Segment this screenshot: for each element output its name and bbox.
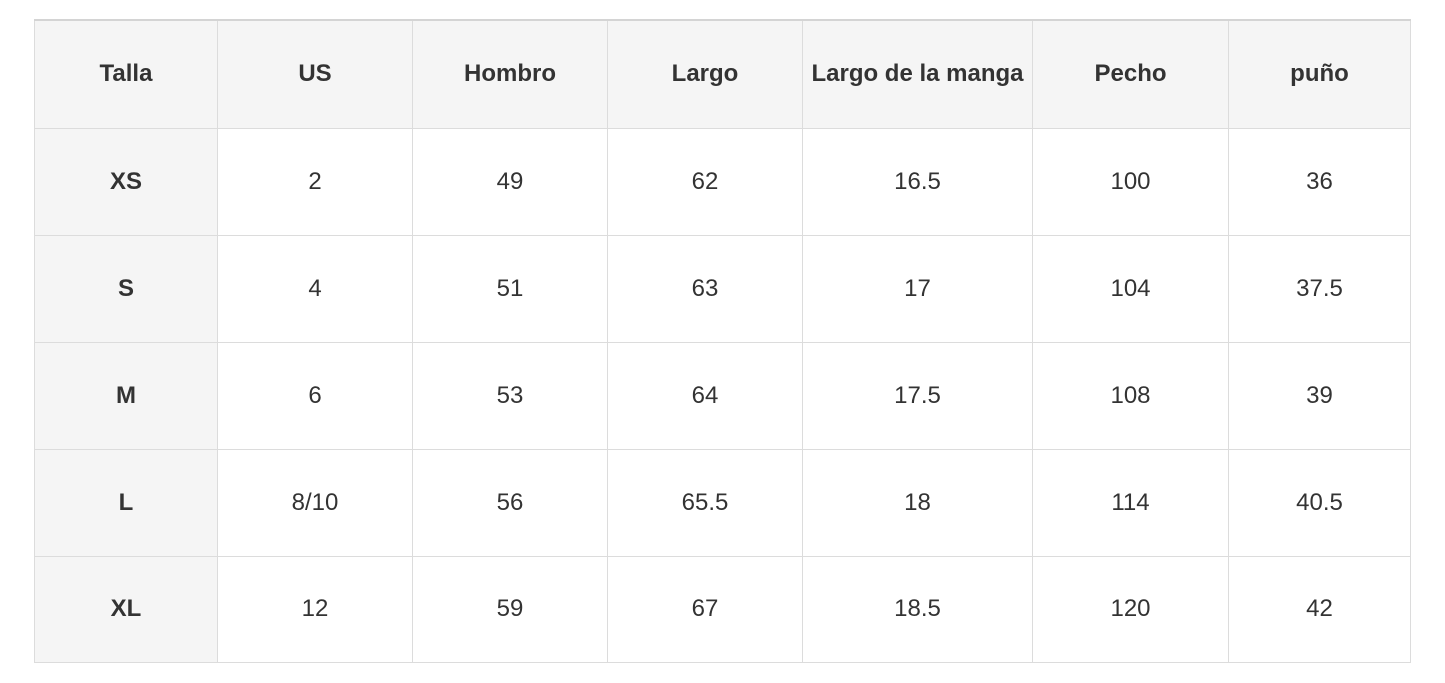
table-row-xs: XS 2 49 62 16.5 100 36 xyxy=(34,127,1411,236)
header-pecho: Pecho xyxy=(1032,19,1229,129)
header-talla: Talla xyxy=(34,19,218,129)
cell-xs-hombro: 49 xyxy=(412,127,608,236)
cell-xs-manga: 16.5 xyxy=(802,127,1033,236)
cell-l-us: 8/10 xyxy=(217,448,413,557)
cell-xl-manga: 18.5 xyxy=(802,555,1033,663)
row-label-xl: XL xyxy=(34,555,218,663)
header-hombro: Hombro xyxy=(412,19,608,129)
cell-l-pecho: 114 xyxy=(1032,448,1229,557)
cell-m-pecho: 108 xyxy=(1032,341,1229,450)
row-label-m: M xyxy=(34,341,218,450)
cell-s-manga: 17 xyxy=(802,234,1033,343)
header-us: US xyxy=(217,19,413,129)
cell-l-manga: 18 xyxy=(802,448,1033,557)
cell-m-us: 6 xyxy=(217,341,413,450)
cell-xl-pecho: 120 xyxy=(1032,555,1229,663)
cell-xs-puno: 36 xyxy=(1228,127,1411,236)
cell-s-us: 4 xyxy=(217,234,413,343)
cell-xs-pecho: 100 xyxy=(1032,127,1229,236)
cell-xs-largo: 62 xyxy=(607,127,803,236)
header-largo-manga: Largo de la manga xyxy=(802,19,1033,129)
table-row-xl: XL 12 59 67 18.5 120 42 xyxy=(34,555,1411,663)
table-row-l: L 8/10 56 65.5 18 114 40.5 xyxy=(34,448,1411,557)
row-label-l: L xyxy=(34,448,218,557)
cell-m-largo: 64 xyxy=(607,341,803,450)
header-row: Talla US Hombro Largo Largo de la manga … xyxy=(34,19,1411,129)
size-chart-container: Talla US Hombro Largo Largo de la manga … xyxy=(34,19,1411,663)
cell-l-largo: 65.5 xyxy=(607,448,803,557)
cell-l-hombro: 56 xyxy=(412,448,608,557)
cell-m-manga: 17.5 xyxy=(802,341,1033,450)
cell-xl-puno: 42 xyxy=(1228,555,1411,663)
cell-m-puno: 39 xyxy=(1228,341,1411,450)
table-row-m: M 6 53 64 17.5 108 39 xyxy=(34,341,1411,450)
cell-xl-hombro: 59 xyxy=(412,555,608,663)
header-puno: puño xyxy=(1228,19,1411,129)
cell-s-largo: 63 xyxy=(607,234,803,343)
row-label-s: S xyxy=(34,234,218,343)
cell-xl-largo: 67 xyxy=(607,555,803,663)
cell-l-puno: 40.5 xyxy=(1228,448,1411,557)
table-row-s: S 4 51 63 17 104 37.5 xyxy=(34,234,1411,343)
row-label-xs: XS xyxy=(34,127,218,236)
cell-s-puno: 37.5 xyxy=(1228,234,1411,343)
cell-s-hombro: 51 xyxy=(412,234,608,343)
cell-xs-us: 2 xyxy=(217,127,413,236)
header-largo: Largo xyxy=(607,19,803,129)
cell-m-hombro: 53 xyxy=(412,341,608,450)
cell-xl-us: 12 xyxy=(217,555,413,663)
size-chart-table: Talla US Hombro Largo Largo de la manga … xyxy=(34,19,1411,663)
cell-s-pecho: 104 xyxy=(1032,234,1229,343)
